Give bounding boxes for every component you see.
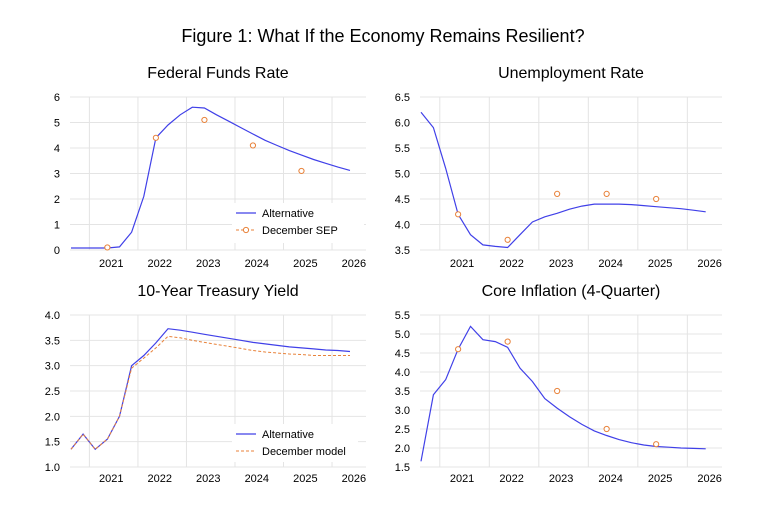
x-tick-label: 2024: [598, 473, 622, 485]
y-tick-label: 0: [54, 245, 60, 257]
x-tick-label: 2023: [196, 473, 220, 485]
y-tick-label: 3.5: [45, 335, 60, 347]
y-tick-label: 6: [54, 92, 60, 104]
x-tick-label: 2026: [697, 473, 721, 485]
data-point-december: [603, 190, 610, 197]
data-point-december: [504, 338, 511, 345]
legend-label: December model: [262, 446, 346, 458]
y-tick-label: 1: [54, 220, 60, 232]
y-tick-label: 3.0: [45, 361, 60, 373]
y-tick-label: 4: [54, 143, 60, 155]
x-tick-label: 2023: [549, 473, 573, 485]
y-tick-label: 2.0: [395, 443, 410, 455]
chart-title: 10-Year Treasury Yield: [137, 283, 298, 300]
y-tick-label: 4.0: [395, 367, 410, 379]
x-tick-label: 2022: [499, 473, 523, 485]
x-tick-label: 2022: [499, 258, 523, 270]
y-tick-label: 4.0: [395, 220, 410, 232]
y-tick-label: 2.5: [395, 424, 410, 436]
data-point-december: [504, 236, 511, 243]
x-tick-label: 2021: [99, 258, 123, 270]
chart-panel-4: Core Inflation (4-Quarter) 1.5 2.0 2.5 3.0 3.…: [395, 283, 722, 485]
x-tick-label: 2026: [697, 258, 721, 270]
data-point-december: [653, 195, 660, 203]
x-tick-label: 2022: [148, 258, 172, 270]
x-tick-label: 2026: [342, 258, 366, 270]
y-tick-label: 6.5: [395, 92, 410, 104]
y-tick-label: 3.5: [395, 245, 410, 257]
legend-label: Alternative: [262, 208, 314, 220]
legend: Alternative December model: [232, 424, 358, 462]
x-tick-label: 2024: [245, 473, 269, 485]
legend-marker-december: [242, 226, 250, 234]
x-tick-label: 2025: [293, 473, 317, 485]
data-point-december: [554, 190, 561, 197]
x-tick-label: 2023: [549, 258, 573, 270]
y-tick-label: 5.5: [395, 310, 410, 322]
legend: Alternative December SEP: [232, 203, 364, 243]
x-tick-label: 2025: [648, 473, 672, 485]
chart-title: Core Inflation (4-Quarter): [482, 283, 661, 300]
chart-panel-3: 10-Year Treasury Yield 1.0 1.5 2.0 2.5 3.0 3.5…: [45, 283, 366, 485]
chart-panel-1: Federal Funds Rate 0 1 2 3 4 5 6 2021 2022 2023 202…: [54, 65, 366, 270]
x-tick-label: 2021: [450, 473, 474, 485]
y-tick-label: 5.0: [395, 329, 410, 341]
y-tick-label: 4.5: [395, 348, 410, 360]
y-tick-label: 5.0: [395, 169, 410, 181]
y-tick-label: 4.5: [395, 194, 410, 206]
data-point-december: [298, 167, 305, 175]
chart-title: Unemployment Rate: [498, 65, 644, 82]
x-tick-label: 2024: [598, 258, 622, 270]
data-point-december: [455, 346, 462, 353]
data-point-december: [104, 244, 111, 251]
x-tick-label: 2023: [196, 258, 220, 270]
data-point-december: [455, 211, 462, 218]
series-line-december: [70, 335, 350, 451]
y-tick-label: 6.0: [395, 118, 410, 130]
x-tick-label: 2024: [245, 258, 269, 270]
chart-title: Federal Funds Rate: [147, 65, 289, 82]
data-point-december: [249, 142, 257, 149]
legend-box: [232, 424, 358, 462]
y-tick-label: 5.5: [395, 143, 410, 155]
x-tick-label: 2026: [342, 473, 366, 485]
figure-title: Figure 1: What If the Economy Remains Re…: [181, 26, 585, 46]
legend-label: Alternative: [262, 429, 314, 441]
data-point-december: [152, 134, 159, 141]
x-tick-label: 2025: [293, 258, 317, 270]
y-tick-label: 2: [54, 194, 60, 206]
data-point-december: [554, 387, 561, 395]
data-point-december: [201, 116, 208, 124]
y-tick-label: 1.5: [45, 437, 60, 449]
y-tick-label: 5: [54, 118, 60, 130]
x-tick-label: 2021: [99, 473, 123, 485]
legend-label: December SEP: [262, 225, 338, 237]
y-tick-label: 4.0: [45, 310, 60, 322]
y-tick-label: 1.5: [395, 462, 410, 474]
y-tick-label: 2.0: [45, 411, 60, 423]
y-tick-label: 3: [54, 169, 60, 181]
x-tick-label: 2025: [648, 258, 672, 270]
series-line-alternative: [420, 111, 706, 249]
y-tick-label: 2.5: [45, 386, 60, 398]
y-tick-label: 3.0: [395, 405, 410, 417]
chart-panel-2: Unemployment Rate 3.5 4.0 4.5 5.0 5.5 6.0 6.5 20…: [395, 65, 722, 270]
y-tick-label: 3.5: [395, 386, 410, 398]
series-line-alternative: [71, 106, 351, 249]
y-tick-label: 1.0: [45, 462, 60, 474]
x-tick-label: 2021: [450, 258, 474, 270]
data-point-december: [653, 441, 660, 448]
data-point-december: [603, 425, 610, 433]
x-tick-label: 2022: [148, 473, 172, 485]
series-line-alternative: [420, 325, 706, 462]
legend-box: [232, 203, 364, 243]
